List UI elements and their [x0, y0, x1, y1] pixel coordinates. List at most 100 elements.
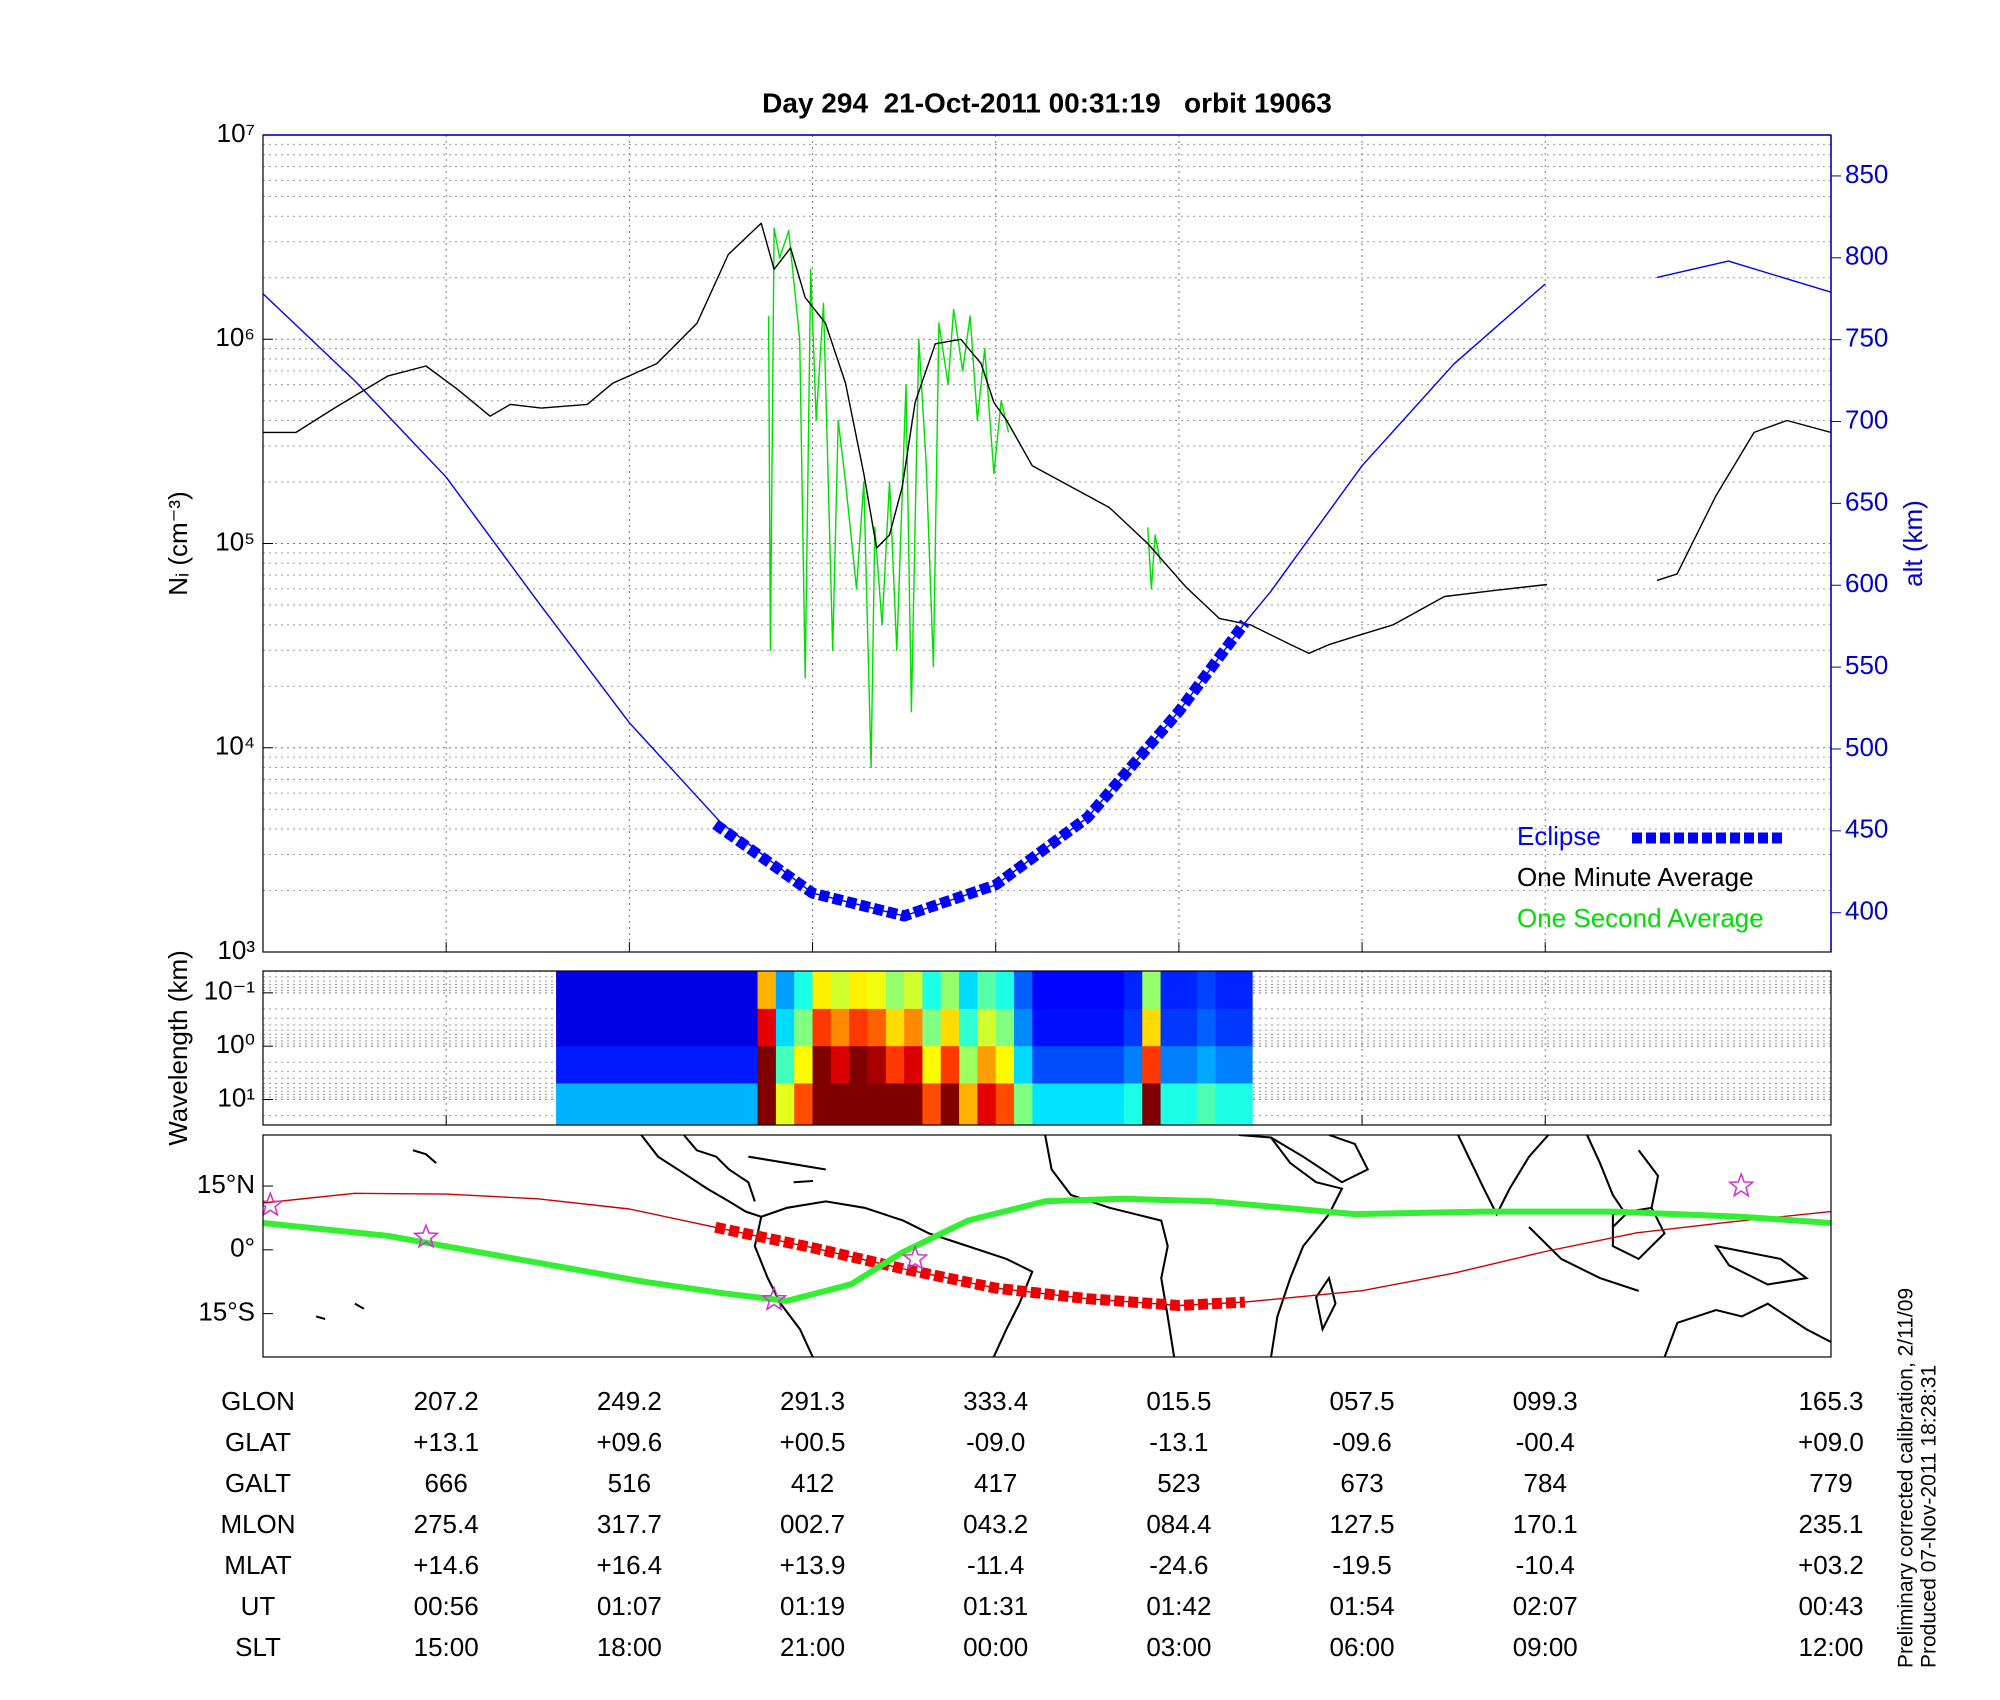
heatmap-cell	[574, 1008, 594, 1047]
heatmap-cell	[611, 1083, 630, 1126]
table-cell: 00:43	[1798, 1591, 1863, 1621]
series-line	[767, 227, 1162, 769]
heatmap-cell	[1178, 1008, 1198, 1047]
heatmap-cell	[611, 1046, 630, 1084]
heatmap-cell	[1142, 1046, 1162, 1084]
heatmap-cell	[647, 1008, 667, 1047]
heatmap-cell	[1142, 1083, 1162, 1126]
heatmap-cell	[1233, 1083, 1253, 1126]
heatmap-cell	[995, 1083, 1015, 1126]
heatmap-cell	[904, 971, 923, 1010]
coastline	[683, 1135, 826, 1202]
heatmap-cell	[1032, 1046, 1052, 1084]
heatmap-cell	[995, 971, 1015, 1010]
table-cell: 01:54	[1330, 1591, 1395, 1621]
coastlines	[315, 1135, 1831, 1357]
heatmap-cell	[739, 971, 759, 1010]
heatmap-cell	[1032, 971, 1052, 1010]
legend-label: One Minute Average	[1517, 862, 1754, 892]
heatmap-cell	[885, 1008, 905, 1047]
heatmap-cell	[940, 1008, 960, 1047]
heatmap-cell	[904, 1008, 923, 1047]
coastline	[1270, 1135, 1370, 1184]
heatmap-cell	[629, 1008, 649, 1047]
heatmap-cell	[684, 1083, 704, 1126]
heatmap-cell	[830, 1046, 850, 1084]
heatmap-cell	[556, 1046, 575, 1084]
table-cell: 523	[1157, 1468, 1200, 1498]
table-cell: 015.5	[1146, 1386, 1211, 1416]
heatmap-cell	[1178, 1083, 1198, 1126]
heatmap-cell	[849, 1008, 868, 1047]
table-cell: 09:00	[1513, 1632, 1578, 1662]
table-cell: +00.5	[780, 1427, 846, 1457]
coastline	[315, 1149, 437, 1320]
heatmap-cell	[1050, 1046, 1070, 1084]
table-cell: +16.4	[596, 1550, 662, 1580]
heatmap-cell	[739, 1083, 759, 1126]
heatmap-cell	[1233, 971, 1253, 1010]
table-cell: +09.6	[596, 1427, 662, 1457]
coastline	[1315, 1275, 1337, 1333]
table-cell: +09.0	[1798, 1427, 1864, 1457]
y2-tick-label: 700	[1845, 404, 1888, 434]
y-axis-label: Wavelength (km)	[163, 950, 193, 1146]
y-tick-label: 10¹	[217, 1082, 255, 1112]
heatmap-cell	[940, 971, 960, 1010]
table-row-label: UT	[241, 1591, 276, 1621]
heatmap-cell	[1160, 1046, 1180, 1084]
heatmap-cell	[775, 1008, 795, 1047]
heatmap-cell	[647, 1083, 667, 1126]
heatmap-cell	[665, 1008, 685, 1047]
heatmap-cell	[1014, 1083, 1033, 1126]
heatmap-cell	[812, 971, 832, 1010]
table-cell: 002.7	[780, 1509, 845, 1539]
heatmap-cell	[959, 1008, 978, 1047]
table-cell: 516	[608, 1468, 651, 1498]
heatmap-cell	[885, 971, 905, 1010]
heatmap-cell	[794, 1083, 814, 1126]
y2-tick-label: 550	[1845, 650, 1888, 680]
heatmap-cell	[1197, 1083, 1217, 1126]
heatmap-cell	[977, 1083, 997, 1126]
table-cell: -24.6	[1149, 1550, 1208, 1580]
heatmap-cell	[757, 971, 777, 1010]
heatmap-cell	[995, 1008, 1015, 1047]
table-cell: -09.6	[1332, 1427, 1391, 1457]
table-cell: 417	[974, 1468, 1017, 1498]
chart-title: Day 294 21-Oct-2011 00:31:19 orbit 19063	[762, 87, 1332, 118]
heatmap-cell	[611, 1008, 630, 1047]
heatmap-cell	[629, 1083, 649, 1126]
table-cell: 207.2	[414, 1386, 479, 1416]
y-axis-label: Nᵢ (cm⁻³)	[163, 491, 193, 595]
heatmap-cell	[1197, 1046, 1217, 1084]
heatmap-cell	[611, 971, 630, 1010]
heatmap-cell	[794, 1046, 814, 1084]
heatmap-cell	[665, 1046, 685, 1084]
heatmap-cell	[977, 971, 997, 1010]
coastline	[1528, 1206, 1666, 1292]
heatmap-cell	[757, 1083, 777, 1126]
y2-tick-label: 450	[1845, 814, 1888, 844]
heatmap-cell	[977, 1008, 997, 1047]
station-marker	[263, 1191, 284, 1217]
heatmap-cell	[739, 1008, 759, 1047]
heatmap-cell	[775, 1046, 795, 1084]
y2-tick-label: 400	[1845, 896, 1888, 926]
heatmap-cell	[849, 971, 868, 1010]
y-tick-label: 0°	[230, 1233, 255, 1263]
map-layer	[315, 1135, 1831, 1357]
heatmap-cell	[665, 971, 685, 1010]
y2-tick-label: 850	[1845, 159, 1888, 189]
heatmap-cell	[1014, 1008, 1033, 1047]
y2-tick-label: 750	[1845, 323, 1888, 353]
heatmap-cell	[1050, 1083, 1070, 1126]
heatmap-cell	[1160, 1008, 1180, 1047]
table-cell: 057.5	[1330, 1386, 1395, 1416]
heatmap-cell	[1197, 971, 1217, 1010]
coastline	[1586, 1135, 1628, 1228]
table-row-label: MLAT	[224, 1550, 292, 1580]
heatmap-cell	[959, 971, 978, 1010]
coastline	[640, 1135, 762, 1218]
table-cell: 00:56	[414, 1591, 479, 1621]
